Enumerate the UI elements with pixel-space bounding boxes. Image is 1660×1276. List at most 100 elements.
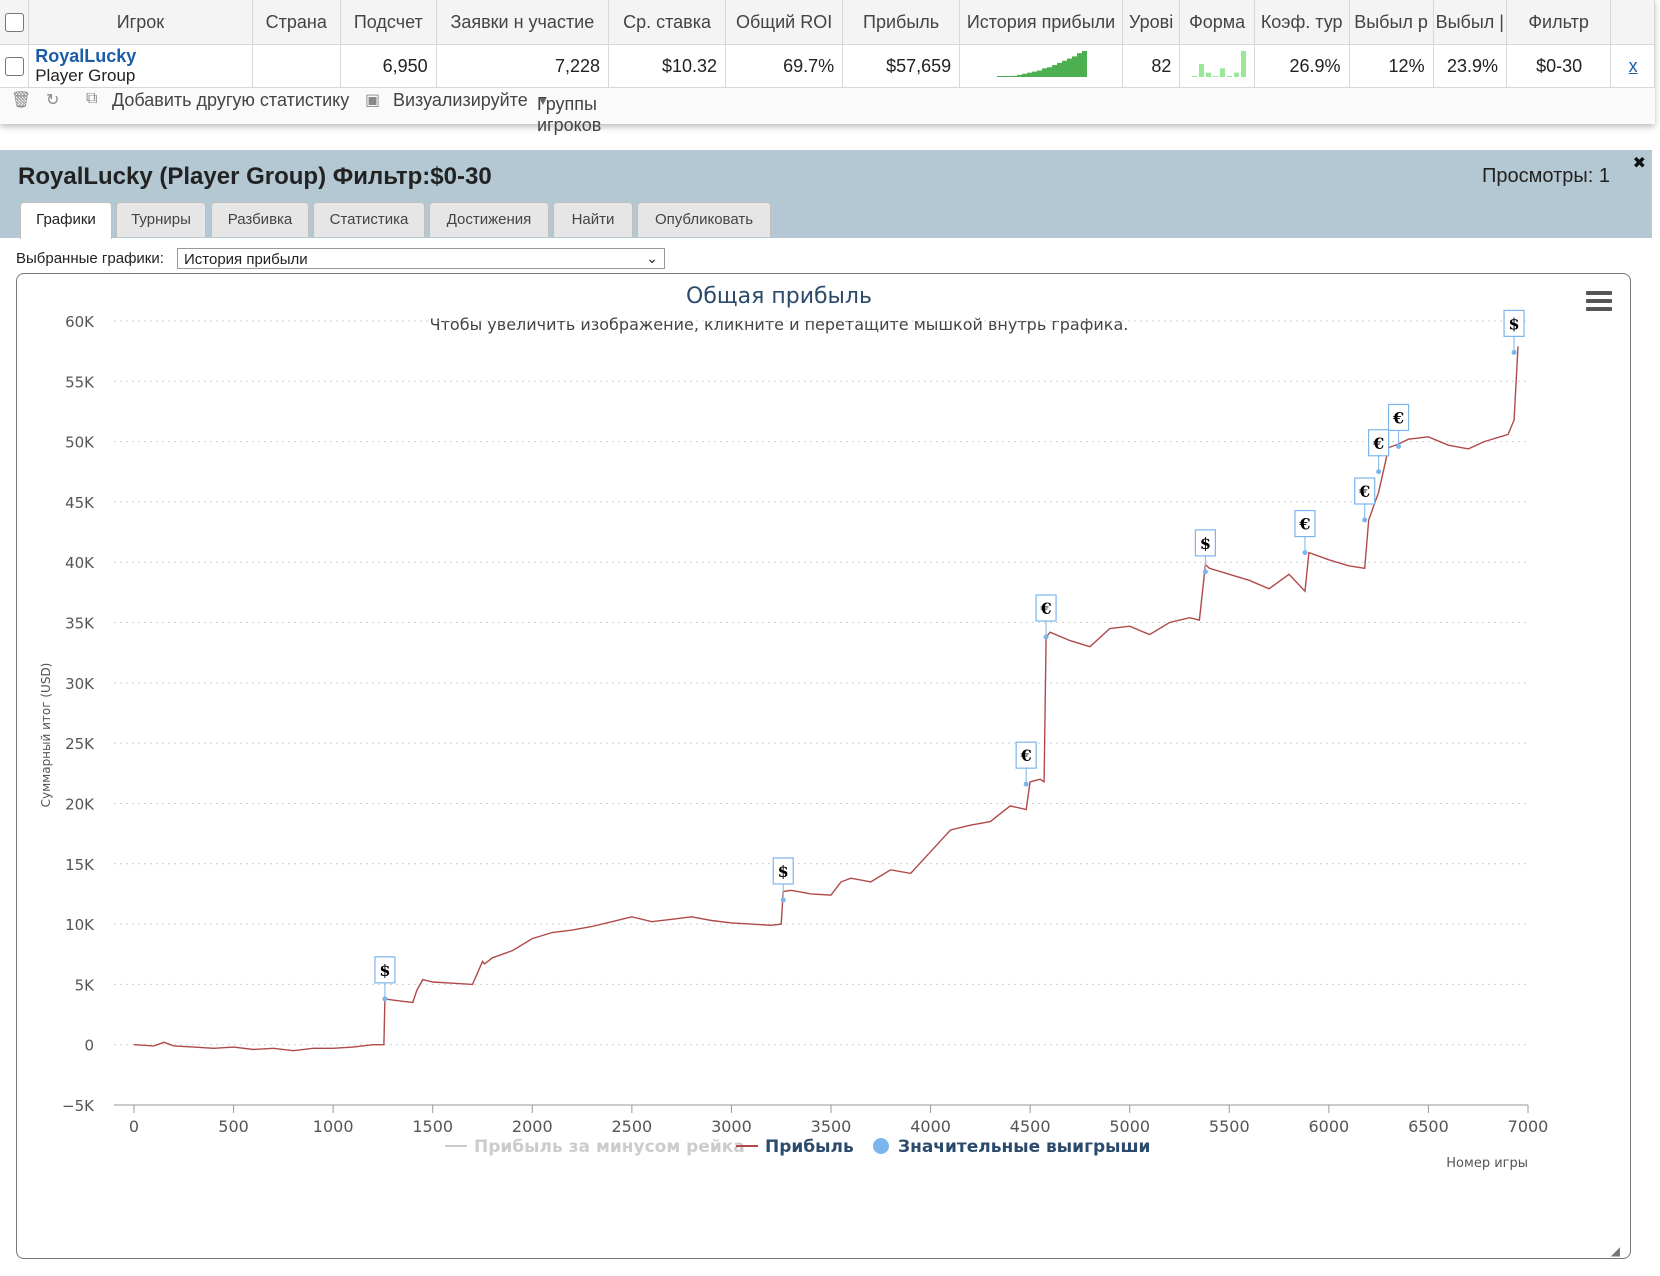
coef-cell: 26.9% xyxy=(1254,44,1350,88)
x-tick-label: 5000 xyxy=(1109,1117,1150,1136)
x-tick-label: 1500 xyxy=(412,1117,453,1136)
y-axis-label: Суммарный итог (USD) xyxy=(39,663,53,808)
big-win-flag-label: € xyxy=(1392,408,1404,427)
sparkline-bar xyxy=(1016,74,1022,77)
table-row: RoyalLucky Player Group 6,950 7,228 $10.… xyxy=(0,44,1655,88)
entries-cell: 7,228 xyxy=(436,44,610,88)
out1-cell: 12% xyxy=(1349,44,1434,88)
col-header-roi[interactable]: Общий ROI xyxy=(725,0,844,45)
x-tick-label: 7000 xyxy=(1508,1117,1549,1136)
big-win-flag xyxy=(1503,309,1525,337)
x-tick-label: 0 xyxy=(129,1117,139,1136)
tab-charts[interactable]: Графики xyxy=(20,202,112,239)
big-win-flag xyxy=(374,956,396,984)
refresh-icon[interactable]: ↻ xyxy=(46,92,60,109)
filter-cell: $0-30 xyxy=(1506,44,1612,88)
stats-table-panel: Игрок Страна Подсчет Заявки н участие Ср… xyxy=(0,0,1655,135)
col-header-out1[interactable]: Выбыл р xyxy=(1349,0,1434,45)
tab-find[interactable]: Найти xyxy=(553,202,633,237)
profit-chart[interactable]: Общая прибыль Чтобы увеличить изображение… xyxy=(17,274,1630,1258)
x-tick-label: 6000 xyxy=(1308,1117,1349,1136)
legend-item-profit: Прибыль xyxy=(765,1137,854,1157)
col-header-profit[interactable]: Прибыль xyxy=(842,0,961,45)
chart-menu-icon[interactable] xyxy=(1586,291,1612,311)
col-header-country[interactable]: Страна xyxy=(252,0,341,45)
sparkline-bar xyxy=(1001,75,1007,77)
big-win-flag-label: € xyxy=(1040,599,1052,618)
tab-publish[interactable]: Опубликовать xyxy=(637,202,771,237)
big-win-flag-label: $ xyxy=(778,862,789,881)
x-axis-label: Номер игры xyxy=(1446,1156,1528,1171)
sparkline-bar xyxy=(1036,70,1042,77)
profit-history-sparkline xyxy=(996,50,1087,77)
profit-line xyxy=(133,346,1519,1052)
form-bar xyxy=(1219,67,1225,77)
big-win-flag xyxy=(1354,477,1376,505)
select-all-checkbox[interactable] xyxy=(4,13,24,33)
chart-title: Общая прибыль xyxy=(686,284,872,309)
close-icon[interactable]: ✖ xyxy=(1632,155,1646,172)
col-header-avg-stake[interactable]: Ср. ставка xyxy=(608,0,727,45)
trash-icon[interactable]: 🗑 xyxy=(11,92,32,109)
big-win-point xyxy=(1043,634,1049,640)
tab-statistics[interactable]: Статистика xyxy=(313,202,425,237)
tab-achievements[interactable]: Достижения xyxy=(429,202,549,237)
roi-cell: 69.7% xyxy=(725,44,844,88)
y-tick-label: 55K xyxy=(65,373,95,391)
sparkline-bar xyxy=(1061,60,1067,77)
col-header-count[interactable]: Подсчет xyxy=(340,0,437,45)
y-tick-label: 45K xyxy=(65,494,95,512)
row-checkbox[interactable] xyxy=(5,57,25,77)
form-bar xyxy=(1198,63,1204,77)
sparkline-bar xyxy=(1066,58,1072,77)
sparkline-bar xyxy=(1006,75,1012,77)
col-header-filter[interactable]: Фильтр xyxy=(1506,0,1612,45)
y-tick-label: 60K xyxy=(65,313,95,331)
col-header-player[interactable]: Игрок xyxy=(28,0,253,45)
sparkline-bar xyxy=(1026,72,1032,77)
chart-select-value: История прибыли xyxy=(184,251,308,268)
form-bar xyxy=(1212,75,1218,77)
stats-toolbar: 🗑 ↻ ⧉ Добавить другую статистику ▣ Визуа… xyxy=(0,86,1655,135)
tab-breakdown[interactable]: Разбивка xyxy=(211,202,309,237)
y-tick-label: 15K xyxy=(65,856,95,874)
chart-select[interactable]: История прибыли ⌄ xyxy=(177,248,665,269)
legend-symbol-big-wins xyxy=(873,1138,889,1154)
resize-handle-icon[interactable]: ◢ xyxy=(1610,1244,1620,1258)
col-header-form[interactable]: Форма xyxy=(1179,0,1255,45)
big-win-flag xyxy=(772,857,794,885)
player-cell: RoyalLucky Player Group xyxy=(28,44,253,88)
big-win-flag-label: € xyxy=(1298,515,1310,534)
x-tick-label: 1000 xyxy=(313,1117,354,1136)
profit-cell: $57,659 xyxy=(842,44,961,88)
select-all-cell xyxy=(0,0,30,45)
legend-item-big-wins: Значительные выигрыши xyxy=(898,1137,1150,1157)
visualize-button[interactable]: Визуализируйте xyxy=(393,90,528,110)
panel-title: RoyalLucky (Player Group) Фильтр:$0-30 xyxy=(18,163,492,190)
sparkline-bar xyxy=(1056,62,1062,77)
form-bar xyxy=(1240,50,1246,77)
form-sparkline xyxy=(1191,50,1246,77)
col-header-out2[interactable]: Выбыл | xyxy=(1433,0,1507,45)
player-detail-panel: RoyalLucky (Player Group) Фильтр:$0-30 П… xyxy=(0,150,1652,1276)
col-header-coef[interactable]: Коэф. тур xyxy=(1254,0,1350,45)
x-tick-label: 2500 xyxy=(611,1117,652,1136)
col-header-entries[interactable]: Заявки н участие xyxy=(436,0,610,45)
row-select-cell xyxy=(0,44,30,88)
player-name-link[interactable]: RoyalLucky xyxy=(35,46,137,66)
y-tick-label: 0 xyxy=(84,1037,94,1055)
col-header-level[interactable]: Урові xyxy=(1122,0,1181,45)
x-tick-label: 3500 xyxy=(811,1117,852,1136)
remove-row-link[interactable]: x xyxy=(1628,55,1638,76)
add-stat-button[interactable]: Добавить другую статистику xyxy=(112,90,350,110)
stats-table: Игрок Страна Подсчет Заявки н участие Ср… xyxy=(0,0,1655,88)
tab-tournaments[interactable]: Турниры xyxy=(116,202,206,237)
sparkline-bar xyxy=(1011,75,1017,77)
image-icon: ▣ xyxy=(365,92,381,109)
chart-container[interactable]: Общая прибыль Чтобы увеличить изображение… xyxy=(16,273,1631,1259)
form-bar xyxy=(1233,72,1239,77)
panel-header: RoyalLucky (Player Group) Фильтр:$0-30 П… xyxy=(0,150,1652,239)
big-win-flag xyxy=(1368,429,1390,457)
col-header-profit-history[interactable]: История прибыли xyxy=(959,0,1123,45)
sparkline-bar xyxy=(1071,55,1077,77)
